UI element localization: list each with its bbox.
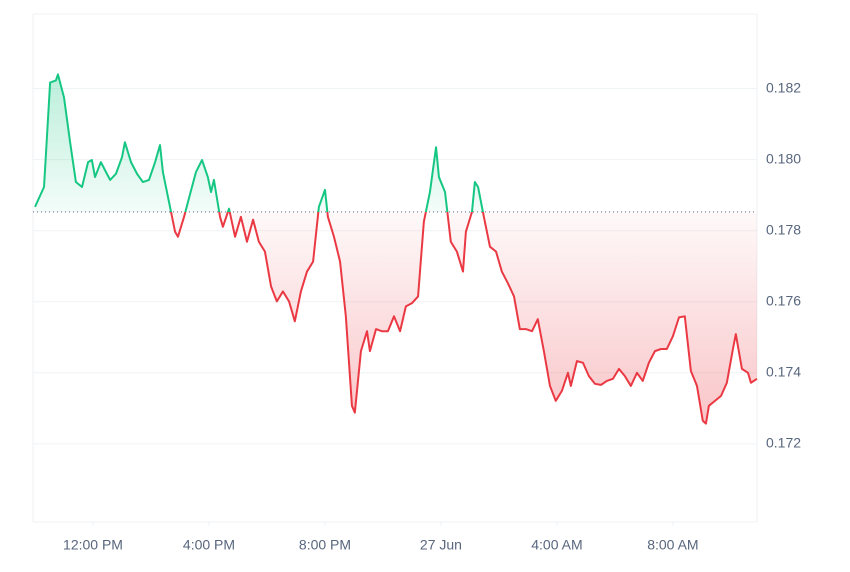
x-tick-label: 4:00 PM bbox=[183, 537, 235, 553]
x-tick-label: 27 Jun bbox=[420, 537, 462, 553]
x-tick-label: 4:00 AM bbox=[531, 537, 582, 553]
y-tick-label: 0.174 bbox=[766, 364, 801, 380]
price-area bbox=[35, 74, 757, 424]
x-tick-label: 12:00 PM bbox=[63, 537, 123, 553]
y-tick-label: 0.172 bbox=[766, 435, 801, 451]
y-tick-label: 0.178 bbox=[766, 221, 801, 237]
y-tick-label: 0.176 bbox=[766, 292, 801, 308]
y-tick-label: 0.180 bbox=[766, 150, 801, 166]
price-line bbox=[34, 73, 758, 425]
y-tick-label: 0.182 bbox=[766, 79, 801, 95]
x-tick-label: 8:00 AM bbox=[647, 537, 698, 553]
x-tick-label: 8:00 PM bbox=[299, 537, 351, 553]
